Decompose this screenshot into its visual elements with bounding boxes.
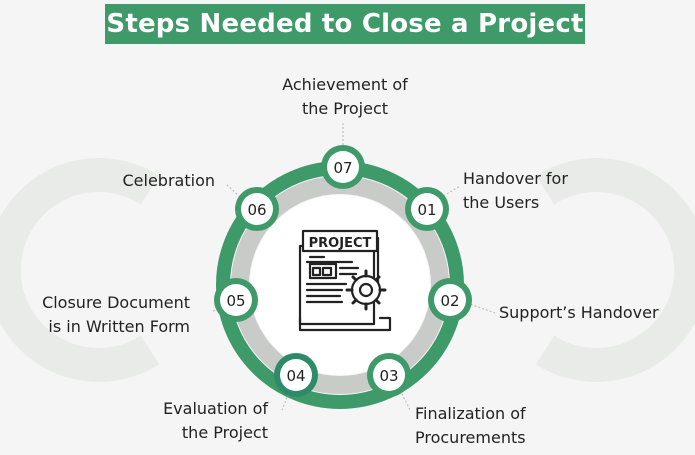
step-label-02-line1: Support’s Handover (499, 303, 659, 322)
svg-text:PROJECT: PROJECT (309, 236, 372, 251)
step-badge-04: 04 (274, 353, 318, 397)
step-label-07: Achievement of the Project (265, 73, 425, 121)
step-label-03: Finalization of Procurements (415, 402, 526, 450)
svg-text:02: 02 (440, 292, 459, 310)
svg-text:06: 06 (247, 201, 266, 219)
step-badge-01: 01 (405, 187, 449, 231)
step-label-05: Closure Document is in Written Form (18, 291, 190, 339)
step-label-03-line1: Finalization of (415, 404, 526, 423)
step-label-07-line1: Achievement of (282, 75, 408, 94)
step-label-02: Support’s Handover (499, 301, 659, 325)
step-label-06-line1: Celebration (122, 171, 216, 190)
step-badge-07: 07 (321, 145, 365, 189)
step-label-01-line1: Handover for (463, 169, 568, 188)
step-label-05-line1: Closure Document (42, 293, 190, 312)
step-label-01-line2: the Users (463, 193, 540, 212)
svg-text:01: 01 (417, 201, 436, 219)
background-watermark (0, 158, 695, 382)
step-badge-03: 03 (367, 353, 411, 397)
step-label-04-line2: the Project (181, 423, 268, 442)
connector-lines (211, 123, 496, 411)
svg-text:05: 05 (226, 292, 245, 310)
step-label-04: Evaluation of the Project (118, 397, 268, 445)
step-badge-05: 05 (214, 278, 258, 322)
svg-text:07: 07 (333, 159, 352, 177)
project-document-gear-icon: PROJECT (298, 229, 392, 332)
svg-text:03: 03 (379, 367, 398, 385)
step-label-05-line2: is in Written Form (48, 317, 190, 336)
step-label-04-line1: Evaluation of (163, 399, 268, 418)
page-title: Steps Needed to Close a Project (105, 4, 585, 44)
step-label-03-line2: Procurements (415, 428, 526, 447)
step-badge-02: 02 (428, 278, 472, 322)
step-label-01: Handover for the Users (463, 167, 568, 215)
step-label-06: Celebration (80, 169, 216, 193)
svg-text:04: 04 (286, 367, 305, 385)
step-label-07-line2: the Project (301, 99, 389, 118)
step-badge-06: 06 (235, 187, 279, 231)
